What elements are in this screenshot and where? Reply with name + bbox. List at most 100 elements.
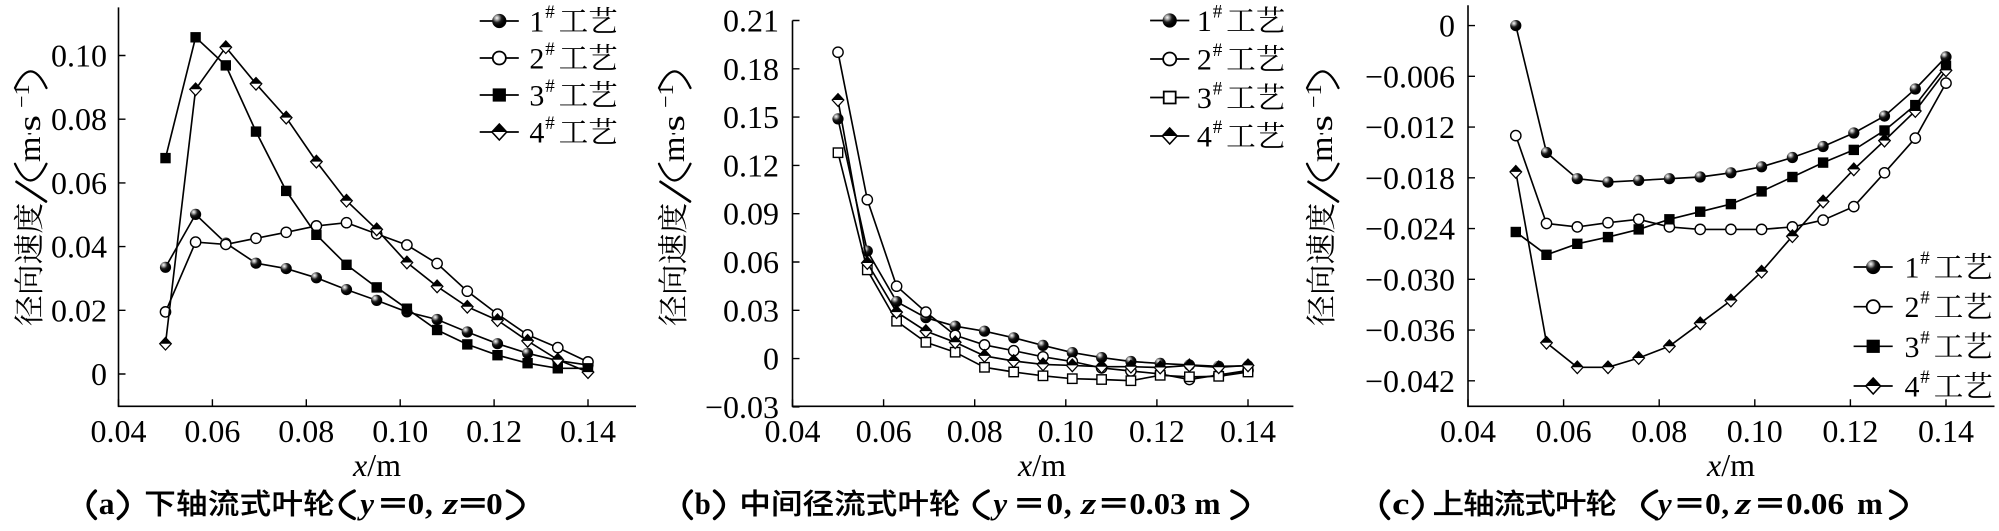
svg-text:0.06: 0.06 [184, 413, 240, 449]
svg-text:0: 0 [486, 486, 503, 521]
svg-text:0.12: 0.12 [466, 413, 522, 449]
svg-text:0.14: 0.14 [1918, 413, 1974, 449]
svg-text:,: , [1721, 486, 1729, 521]
svg-text:−0.03: −0.03 [705, 389, 779, 425]
svg-text:0.12: 0.12 [1822, 413, 1878, 449]
svg-text:0: 0 [1705, 486, 1721, 521]
svg-text:z: z [1734, 486, 1751, 521]
svg-text:·: · [1303, 132, 1339, 137]
svg-text:#: # [1213, 40, 1223, 61]
svg-text:s: s [655, 115, 691, 132]
svg-text:·: · [11, 132, 47, 137]
svg-text:m: m [1303, 136, 1339, 162]
svg-text:0.08: 0.08 [278, 413, 334, 449]
svg-text:m: m [655, 136, 691, 162]
svg-text:0.08: 0.08 [1631, 413, 1687, 449]
svg-text:−1: −1 [1301, 84, 1326, 107]
svg-text:2: 2 [529, 43, 544, 76]
svg-text:0.09: 0.09 [723, 196, 779, 232]
svg-text:3: 3 [1905, 331, 1920, 364]
svg-text:#: # [1920, 288, 1930, 309]
svg-text:0.18: 0.18 [723, 51, 779, 87]
svg-text:0.10: 0.10 [51, 38, 107, 74]
svg-text:2: 2 [1905, 291, 1920, 324]
svg-text:0.04: 0.04 [1440, 413, 1496, 449]
svg-text:#: # [545, 39, 555, 60]
svg-text:0.06: 0.06 [1536, 413, 1592, 449]
svg-text:0.03: 0.03 [1129, 486, 1186, 521]
svg-text:0: 0 [91, 356, 107, 392]
svg-text:0.21: 0.21 [723, 3, 779, 39]
svg-text:0.15: 0.15 [723, 99, 779, 135]
svg-text:−0.036: −0.036 [1365, 312, 1455, 348]
svg-text:m: m [11, 136, 47, 162]
svg-text:0.06: 0.06 [723, 244, 779, 280]
svg-text:y: y [1654, 486, 1672, 521]
svg-text:0.02: 0.02 [51, 292, 107, 328]
svg-text:x/m: x/m [1706, 447, 1755, 483]
svg-text:,: , [425, 486, 433, 521]
svg-text:0.06: 0.06 [1786, 486, 1844, 521]
svg-text:s: s [11, 115, 47, 132]
svg-text:s: s [1303, 115, 1339, 132]
svg-text:0.12: 0.12 [723, 147, 779, 183]
svg-text:0.12: 0.12 [1129, 413, 1185, 449]
svg-text:#: # [545, 76, 555, 97]
svg-text:−0.006: −0.006 [1365, 58, 1455, 94]
svg-text:0.14: 0.14 [1220, 413, 1276, 449]
svg-text:0: 0 [408, 486, 425, 521]
svg-text:0.08: 0.08 [947, 413, 1003, 449]
svg-text:z: z [442, 486, 458, 521]
svg-text:4: 4 [529, 117, 544, 150]
svg-text:#: # [1920, 248, 1930, 269]
svg-text:−0.042: −0.042 [1365, 363, 1455, 399]
svg-text:x/m: x/m [352, 447, 401, 483]
svg-text:#: # [1920, 327, 1930, 348]
svg-text:y: y [356, 486, 374, 521]
svg-text:3: 3 [529, 80, 544, 113]
svg-text:#: # [545, 2, 555, 23]
svg-text:#: # [1920, 367, 1930, 388]
svg-text:0: 0 [1047, 486, 1064, 521]
svg-text:m: m [1857, 486, 1883, 521]
svg-text:x/m: x/m [1017, 447, 1066, 483]
svg-text:1: 1 [1197, 5, 1212, 38]
svg-text:−1: −1 [653, 84, 678, 107]
svg-text:c: c [1392, 486, 1410, 521]
svg-text:0.10: 0.10 [1038, 413, 1094, 449]
svg-text:,: , [1064, 486, 1072, 521]
svg-text:0.06: 0.06 [856, 413, 912, 449]
svg-text:y: y [989, 486, 1007, 521]
svg-text:2: 2 [1197, 44, 1212, 77]
svg-text:#: # [545, 113, 555, 134]
svg-text:#: # [1213, 2, 1223, 23]
svg-text:3: 3 [1197, 82, 1212, 115]
svg-text:−0.018: −0.018 [1365, 160, 1455, 196]
svg-text:1: 1 [529, 6, 544, 39]
svg-text:−0.024: −0.024 [1365, 211, 1455, 247]
svg-text:#: # [1213, 117, 1223, 138]
svg-text:−0.030: −0.030 [1365, 261, 1455, 297]
svg-text:m: m [1195, 486, 1221, 521]
svg-text:0.04: 0.04 [91, 413, 147, 449]
svg-text:4: 4 [1197, 121, 1212, 154]
svg-text:·: · [655, 132, 691, 137]
svg-text:0: 0 [1439, 8, 1455, 44]
svg-text:a: a [99, 486, 115, 521]
svg-text:b: b [695, 486, 711, 521]
svg-text:z: z [1080, 486, 1096, 521]
svg-text:0.14: 0.14 [560, 413, 616, 449]
svg-text:0.03: 0.03 [723, 292, 779, 328]
svg-text:4: 4 [1905, 371, 1920, 404]
svg-text:0: 0 [763, 341, 779, 377]
svg-text:0.06: 0.06 [51, 165, 107, 201]
svg-text:#: # [1213, 79, 1223, 100]
svg-text:0.08: 0.08 [51, 101, 107, 137]
svg-text:0.10: 0.10 [372, 413, 428, 449]
svg-text:−1: −1 [9, 84, 34, 107]
svg-text:0.04: 0.04 [765, 413, 821, 449]
svg-text:0.04: 0.04 [51, 229, 107, 265]
svg-text:0.10: 0.10 [1727, 413, 1783, 449]
svg-text:−0.012: −0.012 [1365, 109, 1455, 145]
svg-text:1: 1 [1905, 252, 1920, 285]
